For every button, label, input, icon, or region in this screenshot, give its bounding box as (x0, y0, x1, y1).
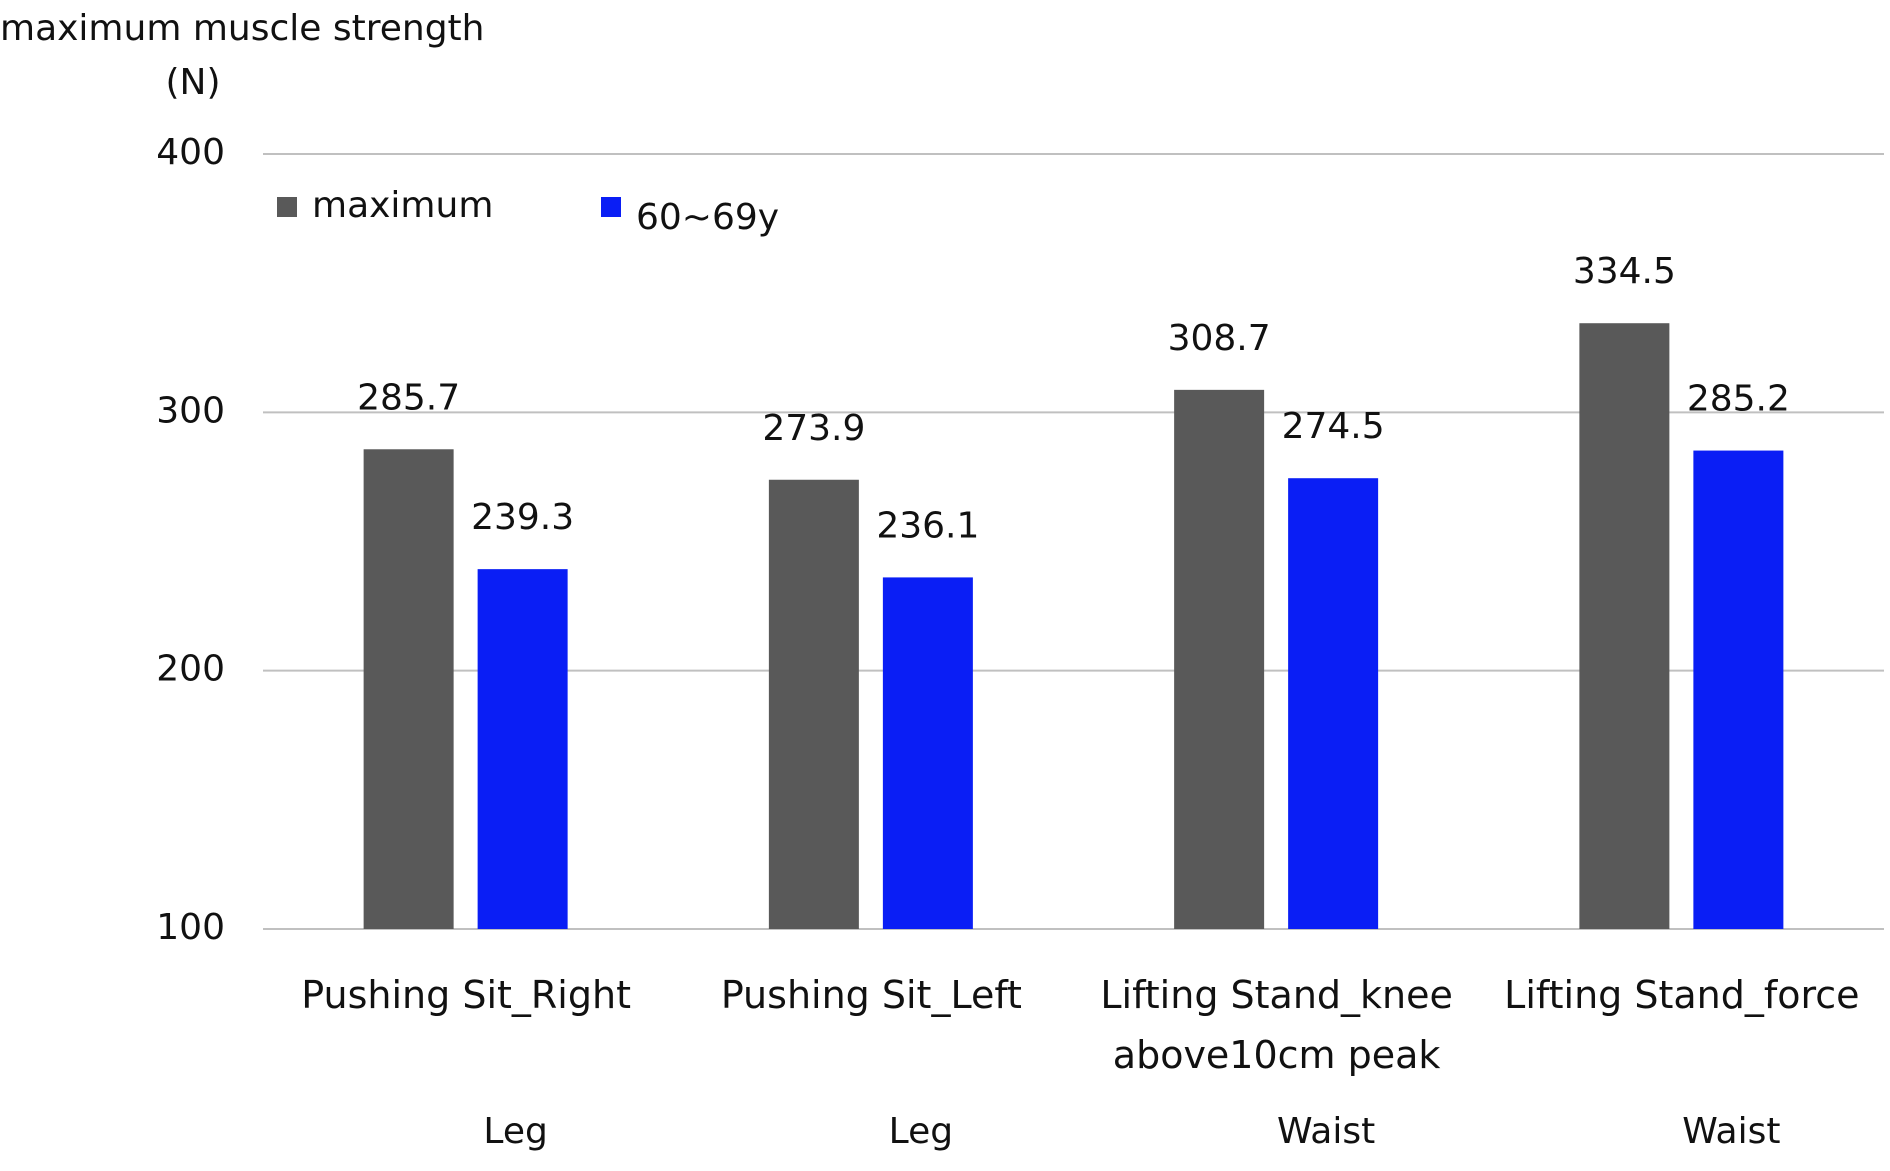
group-label: Waist (1277, 1111, 1375, 1152)
x-tick-label: Lifting Stand_force (1504, 973, 1860, 1017)
y-tick-label: 200 (156, 649, 225, 690)
y-tick-label: 300 (156, 390, 225, 431)
data-label: 236.1 (876, 505, 979, 546)
bar (1174, 389, 1265, 929)
data-label: 285.2 (1687, 379, 1790, 420)
y-axis-unit: (N) (165, 62, 220, 103)
group-label: Waist (1682, 1111, 1780, 1152)
bar (1288, 478, 1379, 929)
x-tick-label: Pushing Sit_Left (720, 973, 1022, 1017)
x-tick-label: Lifting Stand_knee above10cm peak (1100, 973, 1453, 1077)
bar (1579, 323, 1670, 929)
group-label: Leg (483, 1111, 547, 1152)
data-label: 285.7 (357, 377, 460, 418)
bar (363, 449, 454, 929)
y-tick-label: 100 (156, 907, 225, 948)
data-label: 334.5 (1573, 251, 1676, 292)
bar (477, 569, 568, 929)
legend-label: maximum (312, 185, 493, 226)
x-tick-label: Pushing Sit_Right (301, 973, 631, 1017)
data-label: 273.9 (762, 408, 865, 449)
y-axis-label: maximum muscle strength (0, 8, 485, 49)
legend-swatch (601, 197, 621, 217)
y-tick-label: 400 (156, 132, 225, 173)
data-label: 308.7 (1168, 318, 1271, 359)
legend-swatch (277, 197, 297, 217)
data-label: 274.5 (1282, 406, 1385, 447)
group-label: Leg (889, 1111, 953, 1152)
bar (882, 577, 973, 929)
bar (768, 479, 859, 929)
bar (1693, 450, 1784, 929)
data-label: 239.3 (471, 497, 574, 538)
legend-label: 60~69y (636, 197, 779, 238)
